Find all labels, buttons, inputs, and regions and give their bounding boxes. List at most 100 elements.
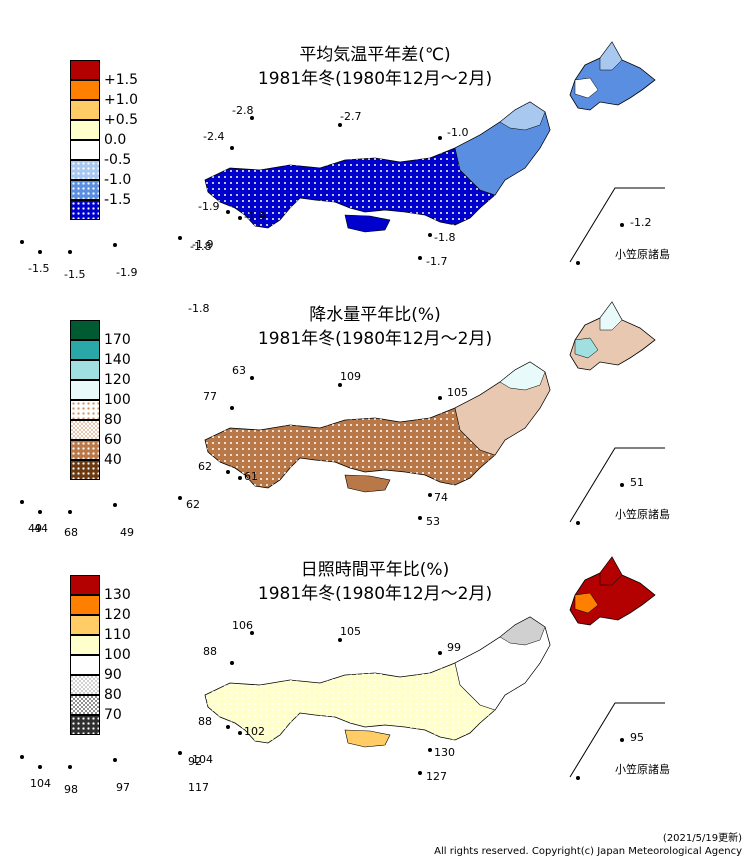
island-marker bbox=[438, 651, 442, 655]
precipitation-legend-label: 100 bbox=[104, 392, 131, 408]
temperature-legend-label: +0.5 bbox=[104, 112, 138, 128]
temperature-legend-label: +1.0 bbox=[104, 92, 138, 108]
value-label-okinawa: 104 bbox=[192, 753, 213, 766]
island-marker bbox=[238, 216, 242, 220]
value-label-daito: 62 bbox=[186, 498, 200, 511]
island-marker bbox=[250, 631, 254, 635]
hokkaido-west-region bbox=[574, 77, 599, 99]
island-marker bbox=[230, 661, 234, 665]
temperature-legend-label: -1.5 bbox=[104, 192, 132, 208]
value-label-tsushima: 77 bbox=[203, 390, 217, 403]
value-label-amami: 49 bbox=[28, 522, 42, 535]
value-label-amami: -1.5 bbox=[28, 262, 49, 275]
sunshine-period: 1981年冬(1980年12月～2月) bbox=[257, 584, 493, 604]
ogasawara-inset-frame bbox=[569, 702, 665, 778]
value-label-miyako: -1.9 bbox=[116, 266, 137, 279]
sunshine-legend-label: 110 bbox=[104, 627, 131, 643]
shikoku-region bbox=[344, 214, 391, 233]
temperature-map: -2.8 -2.7-2.4 -1.0-1.9-1.9-1.8-1.7-1.8-1.5… bbox=[20, 41, 670, 281]
temperature-legend-label: -0.5 bbox=[104, 152, 132, 168]
temperature-legend-swatch bbox=[70, 160, 100, 180]
temperature-legend-label: +1.5 bbox=[104, 72, 138, 88]
precipitation-legend-swatch bbox=[70, 460, 100, 480]
value-label-koshiki: 61 bbox=[244, 470, 258, 483]
island-marker bbox=[438, 136, 442, 140]
island-marker bbox=[620, 738, 624, 742]
update-date: (2021/5/19更新) bbox=[662, 833, 742, 844]
value-label-yaeyama: 44 bbox=[34, 522, 48, 535]
island-marker bbox=[418, 256, 422, 260]
sunshine-legend-swatch bbox=[70, 695, 100, 715]
island-marker bbox=[438, 396, 442, 400]
island-marker bbox=[68, 510, 72, 514]
precipitation-legend-swatch bbox=[70, 440, 100, 460]
temperature-legend-swatch bbox=[70, 180, 100, 200]
island-marker bbox=[38, 765, 42, 769]
island-marker bbox=[113, 503, 117, 507]
ogasawara-inset-frame bbox=[569, 447, 665, 523]
sunshine-legend-swatch bbox=[70, 575, 100, 595]
value-label-izu_n: 74 bbox=[434, 491, 448, 504]
value-label-goto: 62 bbox=[198, 460, 212, 473]
island-marker bbox=[178, 236, 182, 240]
temperature-legend-swatch bbox=[70, 200, 100, 220]
temperature-legend-label: -1.0 bbox=[104, 172, 132, 188]
value-label-yaeyama: 98 bbox=[64, 783, 78, 796]
hokkaido-north-region bbox=[599, 556, 623, 586]
island-marker bbox=[576, 521, 580, 525]
tohoku-north-region bbox=[499, 616, 546, 646]
sunshine-legend-label: 100 bbox=[104, 647, 131, 663]
island-marker bbox=[68, 765, 72, 769]
sunshine-legend-swatch bbox=[70, 675, 100, 695]
temperature-legend-swatch bbox=[70, 140, 100, 160]
island-marker bbox=[178, 751, 182, 755]
ogasawara-inset-frame bbox=[569, 187, 665, 263]
value-label-izu_s: 127 bbox=[426, 770, 447, 783]
value-label-ogasawara_val: -1.2 bbox=[630, 216, 651, 229]
value-label-goto: 88 bbox=[198, 715, 212, 728]
value-label-yaeyama: -1.5 bbox=[64, 268, 85, 281]
shikoku-region bbox=[344, 729, 391, 748]
sunshine-legend-label: 130 bbox=[104, 587, 131, 603]
island-marker bbox=[113, 243, 117, 247]
island-marker bbox=[238, 731, 242, 735]
precipitation-legend-swatch bbox=[70, 360, 100, 380]
temperature-legend-label: 0.0 bbox=[104, 132, 127, 148]
value-label-tsushima: -2.4 bbox=[203, 130, 224, 143]
island-marker bbox=[576, 261, 580, 265]
island-marker bbox=[338, 383, 342, 387]
value-label-izu_s: 53 bbox=[426, 515, 440, 528]
island-marker bbox=[418, 516, 422, 520]
value-label-sado: 105 bbox=[447, 386, 468, 399]
island-marker bbox=[620, 223, 624, 227]
precipitation-legend-swatch bbox=[70, 380, 100, 400]
island-marker bbox=[620, 483, 624, 487]
island-marker bbox=[250, 116, 254, 120]
value-label-oki: 63 bbox=[232, 364, 246, 377]
island-marker bbox=[20, 500, 24, 504]
sunshine-legend-label: 90 bbox=[104, 667, 122, 683]
hokkaido-north-region bbox=[599, 41, 623, 71]
temperature-panel: +1.5 +1.0 +0.5 0.0 -0.5 -1.0 -1.5 平均気温平年差(℃) 1… bbox=[0, 30, 750, 300]
value-label-sado: -1.0 bbox=[447, 126, 468, 139]
temperature-legend-swatch bbox=[70, 100, 100, 120]
value-label-noto: 109 bbox=[340, 370, 361, 383]
island-marker bbox=[428, 748, 432, 752]
ogasawara-label: 小笠原諸島 bbox=[615, 507, 670, 521]
hokkaido-west-region bbox=[574, 592, 599, 614]
precipitation-panel: 170 140 120 100 80 60 40 降水量平年比(%) 1981年冬(1980… bbox=[0, 290, 750, 560]
value-label-daito: -1.8 bbox=[190, 240, 211, 253]
sunshine-legend-swatch bbox=[70, 715, 100, 735]
value-label-goto: -1.9 bbox=[198, 200, 219, 213]
island-marker bbox=[38, 250, 42, 254]
island-marker bbox=[230, 146, 234, 150]
island-marker bbox=[418, 771, 422, 775]
value-label-noto: 105 bbox=[340, 625, 361, 638]
sunshine-panel: 130 120 110 100 90 80 70 日照時間平年比(%) 1981年冬(198… bbox=[0, 545, 750, 815]
island-marker bbox=[38, 510, 42, 514]
sunshine-map: 1061058899881021301279210498971049535117… bbox=[20, 556, 670, 796]
island-marker bbox=[68, 250, 72, 254]
value-label-izu_n: 130 bbox=[434, 746, 455, 759]
value-label-koshiki: -1.9 bbox=[244, 210, 265, 223]
